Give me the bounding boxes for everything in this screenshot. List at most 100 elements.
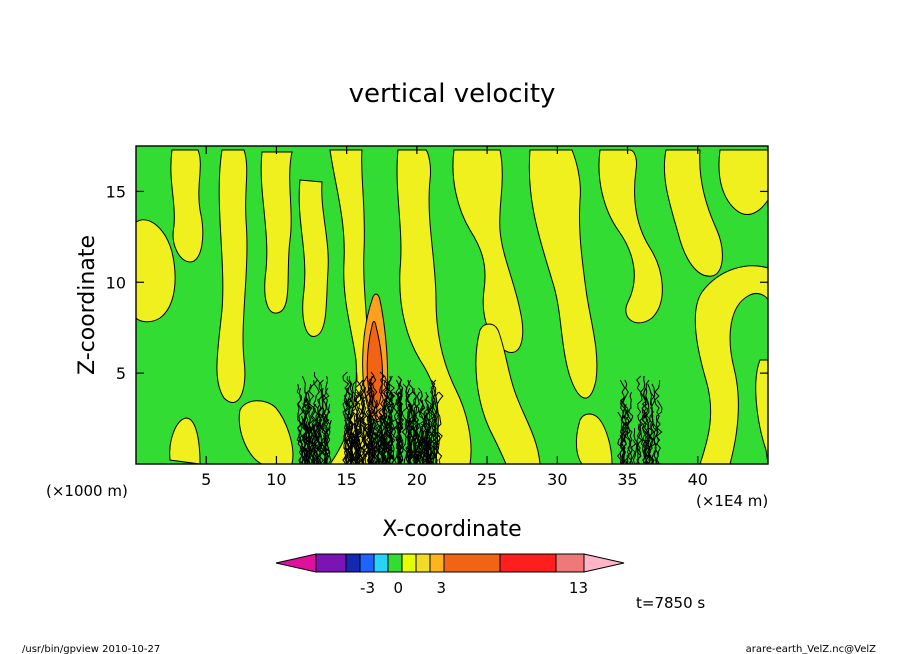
turbulence-line xyxy=(343,419,350,465)
colorbar-segment xyxy=(415,553,431,573)
turbulence-line xyxy=(395,379,403,465)
y-tick-label: 15 xyxy=(106,182,126,201)
footer-right: arare-earth_VelZ.nc@VelZ xyxy=(746,644,877,654)
colorbar xyxy=(275,553,625,573)
turbulence-line xyxy=(626,407,634,465)
turbulence-line xyxy=(619,395,627,465)
turbulence-line xyxy=(423,403,430,465)
turbulence-line xyxy=(429,379,437,465)
turbulence-line xyxy=(372,423,380,465)
turbulence-line xyxy=(316,379,324,465)
turbulence-line xyxy=(418,391,427,465)
turbulence-line xyxy=(654,379,661,465)
plot-area xyxy=(135,145,769,465)
x-tick-label: 20 xyxy=(407,470,427,489)
turbulence-line xyxy=(427,439,433,465)
turbulence-line xyxy=(307,435,312,465)
chart-title: vertical velocity xyxy=(349,79,556,109)
colorbar-segment xyxy=(499,553,557,573)
turbulence-line xyxy=(367,375,373,465)
colorbar-segment xyxy=(583,553,625,573)
turbulence-line xyxy=(303,391,311,465)
turbulence-line xyxy=(386,431,394,465)
x-axis: 5 10 15 20 25 30 35 40 xyxy=(201,146,708,489)
colorbar-segment xyxy=(275,553,317,573)
turbulence-line xyxy=(322,387,330,465)
turbulence-line xyxy=(311,419,317,465)
y-axis: 5 10 15 xyxy=(106,182,768,383)
colorbar-label: 0 xyxy=(393,579,403,597)
turbulence-line xyxy=(430,387,437,465)
turbulence-line xyxy=(645,379,651,465)
colorbar-segment xyxy=(315,553,347,573)
turbulence-line xyxy=(385,375,393,465)
turbulence-line xyxy=(396,391,403,465)
turbulence-line xyxy=(647,427,655,465)
plot-frame xyxy=(135,145,769,465)
x-tick-label: 10 xyxy=(266,470,286,489)
turbulence-line xyxy=(407,403,414,465)
y-tick-label: 5 xyxy=(116,364,126,383)
turbulence-line xyxy=(323,403,331,465)
x-unit-left: (×1000 m) xyxy=(46,482,128,500)
turbulence-line xyxy=(650,383,658,465)
turbulence-line xyxy=(347,428,355,465)
turbulence-line xyxy=(306,383,313,465)
turbulence-line xyxy=(320,407,327,465)
turbulence-line xyxy=(645,411,652,465)
colorbar-labels: -3 0 3 13 xyxy=(360,579,588,597)
turbulence-line xyxy=(619,435,625,465)
colorbar-label: 13 xyxy=(569,579,588,597)
turbulence-line xyxy=(636,423,643,465)
turbulence-line xyxy=(406,411,413,465)
y-axis-label: Z-coordinate xyxy=(75,235,100,375)
turbulence-line xyxy=(372,399,380,465)
turbulence-line xyxy=(377,427,383,465)
x-tick-label: 25 xyxy=(477,470,497,489)
colorbar-segment xyxy=(555,553,585,573)
x-tick-label: 35 xyxy=(617,470,637,489)
turbulence-line xyxy=(358,399,366,465)
x-tick-label: 5 xyxy=(201,470,211,489)
y-tick-label: 10 xyxy=(106,273,126,292)
turbulence-line xyxy=(385,395,394,465)
turbulence-line xyxy=(313,371,320,465)
turbulence-line xyxy=(417,387,425,465)
turbulence-line xyxy=(639,375,647,465)
footer-left: /usr/bin/gpview 2010-10-27 xyxy=(22,644,160,654)
turbulence-line xyxy=(308,427,315,465)
colorbar-label: 3 xyxy=(436,579,446,597)
turbulence-line xyxy=(369,419,376,465)
x-axis-label: X-coordinate xyxy=(382,517,521,542)
colorbar-segment xyxy=(345,553,361,573)
turbulence-line xyxy=(401,383,408,465)
turbulence-line xyxy=(617,411,624,465)
turbulence-line xyxy=(302,391,309,465)
turbulence-line xyxy=(354,379,362,465)
turbulence-line xyxy=(314,431,321,465)
turbulence-line xyxy=(362,423,370,465)
turbulence-line xyxy=(655,399,663,465)
turbulence-line xyxy=(625,391,633,465)
x-unit-right: (×1E4 m) xyxy=(696,492,768,510)
colorbar-segment xyxy=(387,553,403,573)
turbulence-line xyxy=(297,419,304,465)
x-tick-label: 30 xyxy=(547,470,567,489)
turbulence-line xyxy=(436,391,444,465)
turbulence-line xyxy=(406,431,412,465)
turbulence-line xyxy=(375,415,383,465)
time-label: t=7850 s xyxy=(636,594,705,612)
x-tick-label: 40 xyxy=(688,470,708,489)
turbulence-line xyxy=(347,391,355,465)
turbulence-line xyxy=(428,379,436,465)
turbulence-line xyxy=(383,383,391,464)
turbulence-line xyxy=(342,371,350,465)
turbulence-line xyxy=(413,391,421,465)
turbulence-line xyxy=(324,423,330,465)
turbulence-line xyxy=(342,387,350,465)
turbulence-line xyxy=(414,435,420,465)
turbulence-line xyxy=(381,391,389,465)
turbulence-line xyxy=(378,371,386,465)
positive-velocity-regions xyxy=(135,149,769,465)
